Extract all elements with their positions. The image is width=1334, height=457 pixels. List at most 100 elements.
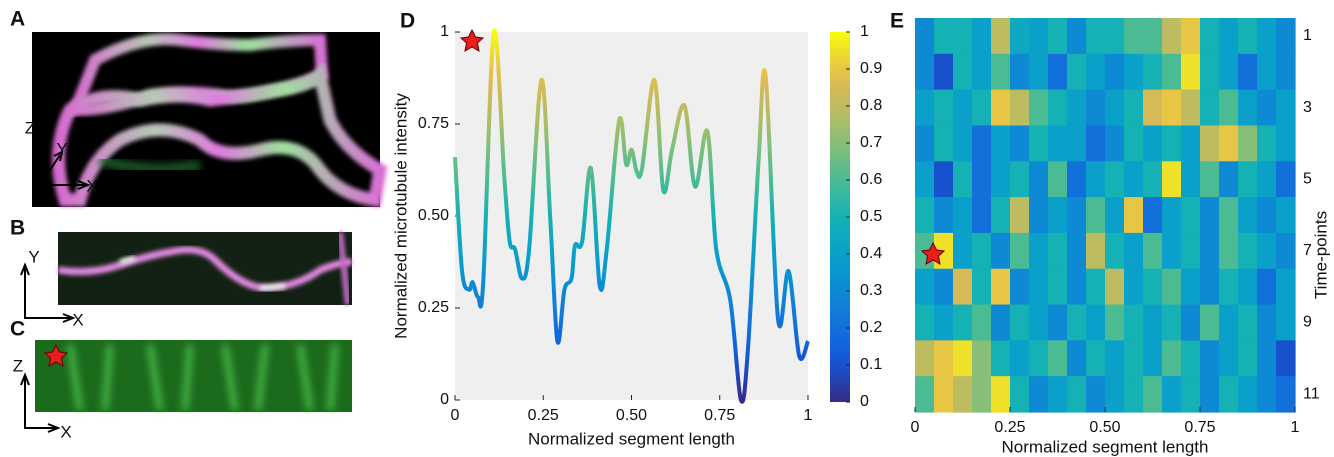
heatmap-cell: [1124, 125, 1144, 162]
heatmap-cell: [934, 161, 954, 198]
heatmap-cell: [1200, 340, 1220, 377]
heatmap-cell: [934, 340, 954, 377]
colorbar-tick-label: 1: [860, 23, 869, 40]
heatmap-cell: [1181, 89, 1201, 127]
heatmap-cell: [1238, 232, 1258, 270]
heatmap-cell: [1143, 161, 1163, 198]
axis-direction-label: X: [86, 176, 97, 195]
heatmap-cell: [1162, 197, 1182, 234]
heatmap-cell: [1010, 53, 1030, 91]
x-tick-label: 0.75: [704, 407, 735, 424]
star-marker: [920, 241, 946, 265]
heatmap-cell: [1124, 268, 1144, 306]
x-tick-label: 0.50: [616, 407, 647, 424]
y-tick-label: 3: [1303, 99, 1312, 116]
x-axis-label: Normalized segment length: [528, 429, 735, 448]
colorbar-tick-label: 0.8: [860, 97, 882, 114]
x-tick-label: 0.75: [1184, 419, 1215, 436]
x-tick-label: 0: [451, 407, 460, 424]
heatmap-cell: [1181, 197, 1201, 234]
heatmap-cell: [1257, 89, 1277, 127]
heatmap-cell: [1257, 376, 1277, 413]
heatmap-cell: [1162, 268, 1182, 306]
heatmap-cell: [1029, 18, 1049, 55]
heatmap-cell: [1257, 125, 1277, 162]
heatmap-cell: [915, 89, 935, 127]
heatmap-cell: [1010, 340, 1030, 377]
heatmap-cell: [972, 376, 992, 413]
heatmap-cell: [991, 161, 1011, 198]
heatmap-cell: [1010, 376, 1030, 413]
heatmap-cell: [972, 89, 992, 127]
heatmap-cell: [972, 268, 992, 306]
heatmap-cell: [1124, 340, 1144, 377]
x-tick-label: 0.25: [994, 419, 1025, 436]
heatmap-cell: [991, 304, 1011, 341]
heatmap-cell: [1029, 53, 1049, 91]
heatmap-cell: [1048, 53, 1068, 91]
heatmap-cell: [1162, 376, 1182, 413]
y-axis-label: Normalized microtubule intensity: [391, 93, 410, 339]
heatmap-cell: [1124, 89, 1144, 127]
x-axis-label: Normalized segment length: [1002, 437, 1209, 456]
y-tick-label: 1: [440, 23, 449, 40]
heatmap-cell: [1067, 161, 1087, 198]
heatmap-cell: [972, 304, 992, 341]
heatmap-cell: [1200, 161, 1220, 198]
heatmap-cell: [934, 268, 954, 306]
axis-direction-label: Z: [25, 118, 35, 137]
x-tick-label: 1: [1291, 419, 1300, 436]
heatmap-cell: [1219, 125, 1239, 162]
heatmap-cell: [1257, 197, 1277, 234]
heatmap-cell: [1219, 53, 1239, 91]
heatmap-cell: [1181, 268, 1201, 306]
heatmap-cell: [1238, 304, 1258, 341]
heatmap-cell: [1238, 197, 1258, 234]
heatmap-cell: [1181, 125, 1201, 162]
heatmap-cell: [1124, 232, 1144, 270]
heatmap-cell: [1257, 18, 1277, 55]
heatmap-cell: [1238, 161, 1258, 198]
heatmap-cell: [1257, 304, 1277, 341]
heatmap-cell: [1105, 125, 1125, 162]
heatmap-cell: [1276, 304, 1296, 341]
heatmap-cell: [1219, 340, 1239, 377]
heatmap-cell: [1067, 89, 1087, 127]
heatmap-cell: [1086, 161, 1106, 198]
heatmap-cell: [1143, 18, 1163, 55]
heatmap-cell: [972, 197, 992, 234]
heatmap-cell: [1143, 197, 1163, 234]
colorbar-tick-label: 0.3: [860, 282, 882, 299]
heatmap-cell: [1067, 125, 1087, 162]
heatmap-cell: [1048, 268, 1068, 306]
heatmap-cell: [1067, 53, 1087, 91]
heatmap-cell: [1143, 53, 1163, 91]
heatmap-cell: [1181, 232, 1201, 270]
heatmap-cell: [915, 376, 935, 413]
heatmap-cell: [934, 125, 954, 162]
heatmap-cell: [1067, 268, 1087, 306]
heatmap-cell: [1162, 232, 1182, 270]
heatmap-cell: [953, 53, 973, 91]
colorbar-tick-label: 0.9: [860, 60, 882, 77]
heatmap-cell: [1143, 340, 1163, 377]
y-tick-label: 9: [1303, 314, 1312, 331]
axis-direction-label: Y: [28, 247, 39, 266]
x-tick-label: 0: [911, 419, 920, 436]
heatmap-cell: [991, 340, 1011, 377]
heatmap-cell: [1029, 125, 1049, 162]
heatmap-cell: [1200, 232, 1220, 270]
heatmap-cell: [1276, 89, 1296, 127]
heatmap-cell: [972, 53, 992, 91]
heatmap-cell: [972, 125, 992, 162]
heatmap-cell: [1105, 161, 1125, 198]
heatmap-cell: [972, 340, 992, 377]
heatmap-cell: [1105, 89, 1125, 127]
heatmap-cell: [1200, 376, 1220, 413]
heatmap-cell: [1048, 376, 1068, 413]
heatmap-cell: [953, 18, 973, 55]
axis-arrows: [20, 119, 91, 433]
heatmap-cell: [1276, 232, 1296, 270]
heatmap-cell: [915, 197, 935, 234]
heatmap-cell: [1086, 89, 1106, 127]
